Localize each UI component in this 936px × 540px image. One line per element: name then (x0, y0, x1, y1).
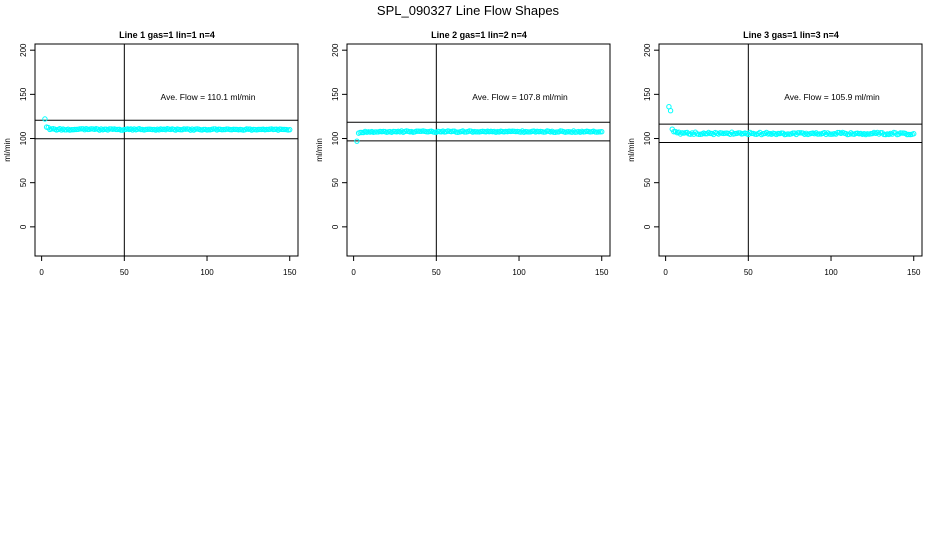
panel-3-x-tick-label: 0 (663, 268, 668, 277)
panel-3-x-tick-label: 100 (824, 268, 838, 277)
panel-2-y-tick-label: 0 (331, 224, 340, 229)
panel-2-x-tick-label: 100 (512, 268, 526, 277)
panel-3-data-point (790, 130, 796, 136)
panel-2-annotation: Ave. Flow = 107.8 ml/min (472, 92, 568, 102)
panel-1-y-tick-label: 150 (19, 87, 28, 101)
panel-2-data-point (431, 129, 438, 135)
panel-1-x-tick-label: 50 (120, 268, 129, 277)
panel-2-x-tick-label: 150 (595, 268, 609, 277)
panel-3-y-tick-label: 0 (643, 224, 652, 229)
panel-1-title: Line 1 gas=1 lin=1 n=4 (119, 30, 215, 40)
panel-2-data-point (450, 128, 456, 134)
panel-1-data-point (62, 127, 68, 133)
panel-3-title: Line 3 gas=1 lin=3 n=4 (743, 30, 839, 40)
panel-1-data-point (78, 126, 85, 132)
panel-3-y-axis-label: ml/min (627, 138, 636, 162)
panel-1-data-point (263, 126, 270, 133)
panel-3-y-tick-label: 50 (643, 178, 652, 187)
panel-2-data-point (599, 129, 605, 135)
panel-1-x-tick-label: 150 (283, 268, 297, 277)
panel-1-data-point (138, 126, 144, 133)
panel-1-data-point (42, 116, 48, 122)
panel-1-y-axis-label: ml/min (3, 138, 12, 162)
panel-3-data-point (911, 131, 917, 137)
chart-panel-2: Line 2 gas=1 lin=2 n=4 ml/min Ave. Flow … (315, 30, 611, 277)
panel-1-data-point (257, 126, 263, 133)
panel-2-data-point (473, 129, 479, 135)
panel-1-plot-frame (34, 43, 299, 257)
panel-2-x-tick-label: 50 (432, 268, 441, 277)
panel-3-data-point (702, 130, 709, 137)
chart-panel-3: Line 3 gas=1 lin=3 n=4 ml/min Ave. Flow … (627, 30, 923, 277)
panel-3-y-tick-label: 100 (643, 131, 652, 145)
panel-3-data-point (816, 131, 823, 137)
panel-1-data-point (210, 126, 217, 132)
panel-2-data-point (417, 128, 423, 134)
panel-1-data-point (287, 126, 293, 133)
panel-2-data-point (413, 128, 420, 134)
chart-panel-1: Line 1 gas=1 lin=1 n=4 ml/min Ave. Flow … (3, 30, 299, 277)
panel-3-data-point (667, 107, 674, 114)
panel-2-x-tick-label: 0 (351, 268, 356, 277)
panel-1-x-tick-label: 100 (200, 268, 214, 277)
panel-2-data-point (359, 129, 365, 136)
panel-3-y-tick-label: 200 (643, 43, 652, 57)
panel-1-y-tick-label: 50 (19, 178, 28, 187)
panel-2-y-tick-label: 150 (331, 87, 340, 101)
panel-2-y-tick-label: 200 (331, 43, 340, 57)
panel-2-data-point (554, 129, 560, 135)
panel-1-data-point (177, 126, 184, 133)
panel-3-plot-frame (658, 43, 923, 257)
panel-3-x-tick-label: 50 (744, 268, 753, 277)
panel-3-data-point (735, 130, 742, 136)
panel-1-y-tick-label: 100 (19, 131, 28, 145)
panel-2-data-point (372, 129, 378, 135)
panel-3-annotation: Ave. Flow = 105.9 ml/min (784, 92, 880, 102)
panel-2-y-axis-label: ml/min (315, 138, 324, 162)
panel-1-data-point (118, 127, 124, 133)
panel-3-data-point (834, 129, 841, 136)
panel-1-y-tick-label: 200 (19, 43, 28, 57)
panel-3-data-point (899, 130, 905, 136)
panel-3-x-tick-label: 150 (907, 268, 921, 277)
panel-1-data-point (68, 126, 75, 133)
panel-2-y-tick-label: 100 (331, 131, 340, 145)
panel-1-y-tick-label: 0 (19, 224, 28, 229)
panel-1-data-point (280, 126, 286, 133)
figure-title: SPL_090327 Line Flow Shapes (377, 3, 560, 18)
panel-3-data-point (695, 131, 702, 137)
panel-2-y-tick-label: 50 (331, 178, 340, 187)
panel-1-x-tick-label: 0 (39, 268, 44, 277)
panel-2-plot-frame (346, 43, 611, 257)
panel-2-title: Line 2 gas=1 lin=2 n=4 (431, 30, 527, 40)
panel-1-annotation: Ave. Flow = 110.1 ml/min (161, 92, 256, 102)
panel-2-data-point (357, 129, 363, 136)
panel-2-data-point (461, 129, 468, 135)
panel-3-y-tick-label: 150 (643, 87, 652, 101)
panel-1-data-point (101, 126, 108, 132)
panel-1-data-point (201, 126, 207, 133)
panel-1-data-point (232, 126, 238, 133)
panel-2-data-point (354, 138, 360, 144)
panel-1-data-point (113, 126, 119, 133)
